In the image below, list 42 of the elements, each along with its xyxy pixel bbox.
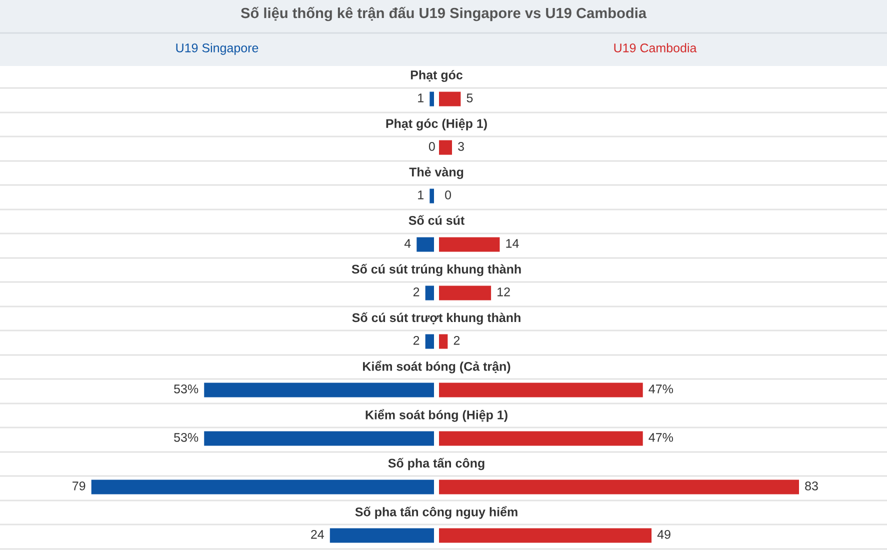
data-label: 3: [458, 142, 464, 151]
y-tick-label: Kiểm soát bóng (Cả trận): [363, 360, 510, 374]
bar: [439, 286, 492, 300]
bar: [439, 431, 643, 446]
data-label: 79: [72, 482, 86, 490]
data-label: 14: [506, 239, 519, 248]
y-tick-label: Kiểm soát bóng (Hiệp 1): [366, 409, 508, 422]
data-label: 2: [413, 288, 420, 296]
data-label: 83: [805, 482, 818, 490]
bar: [439, 334, 448, 349]
data-label: 12: [498, 288, 510, 296]
data-label: 47%: [648, 384, 673, 394]
data-label: 53%: [174, 433, 198, 442]
y-tick-label: Số cú sút: [408, 215, 464, 225]
data-label: 5: [466, 94, 473, 102]
data-label: 24: [311, 530, 324, 539]
data-label: 0: [428, 142, 435, 151]
y-tick-label: Phạt góc (Hiệp 1): [386, 118, 487, 130]
y-tick-label: Số pha tấn công: [388, 458, 484, 470]
data-label: 53%: [174, 384, 198, 394]
text: U19 Cambodia: [614, 43, 697, 52]
data-label: 47%: [648, 433, 673, 442]
y-tick-label: Số pha tấn công nguy hiểm: [355, 506, 518, 519]
data-label: 1: [418, 190, 424, 200]
y-tick-label: Thẻ vàng: [409, 167, 464, 179]
data-label: 4: [404, 239, 411, 248]
bar: [439, 528, 652, 543]
y-tick-label: Số cú sút trúng khung thành: [352, 264, 521, 276]
data-label: 2: [454, 336, 460, 345]
bar: [439, 140, 452, 155]
data-label: 49: [657, 530, 670, 539]
chart-title: Số liệu thống kê trận đấu U19 Singapore vs U19 Cambodia: [240, 6, 647, 22]
text: U19 Singapore: [176, 43, 258, 55]
data-label: 2: [413, 336, 420, 345]
y-tick-label: Số cú sút trượt khung thành: [352, 312, 520, 325]
data-label: 0: [445, 190, 452, 200]
bar: [439, 92, 461, 106]
bar: [439, 480, 799, 494]
y-tick-label: Phạt góc: [410, 70, 463, 82]
bar: [439, 237, 500, 252]
data-label: 1: [418, 94, 424, 102]
bar: [439, 382, 643, 398]
